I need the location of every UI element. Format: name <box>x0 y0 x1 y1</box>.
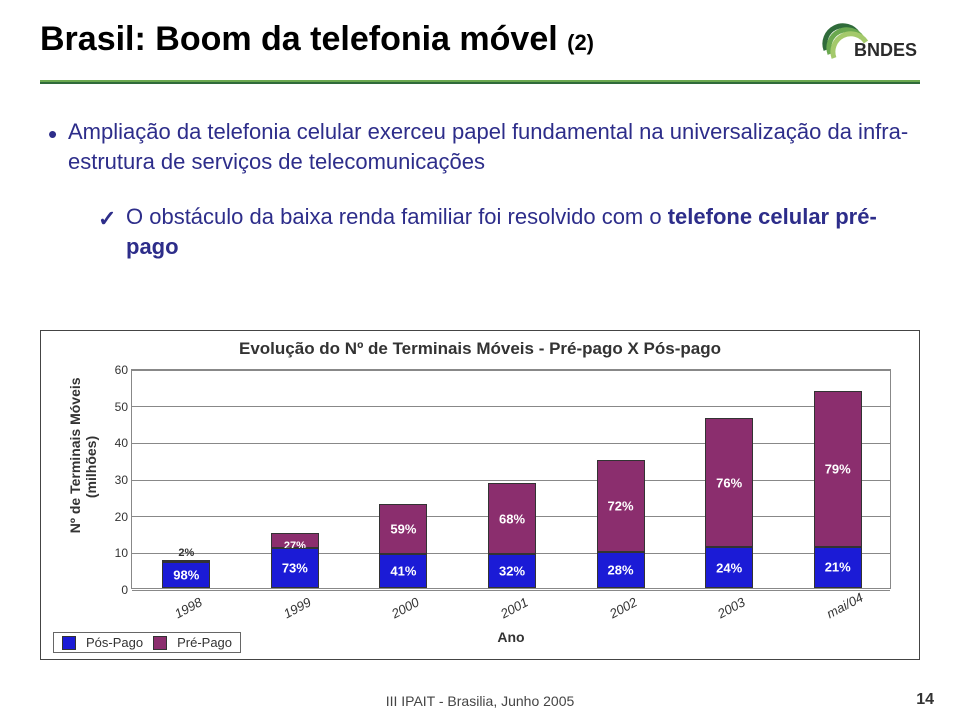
title-main: Brasil: Boom da telefonia móvel <box>40 20 567 58</box>
bar-segment-pos-label: 24% <box>716 560 742 575</box>
y-tick-label: 10 <box>102 546 128 560</box>
bar-segment-pos: 28% <box>597 552 645 588</box>
slide-title: Brasil: Boom da telefonia móvel (2) <box>40 20 594 59</box>
legend-label-pre: Pré-Pago <box>177 635 232 650</box>
title-underline <box>40 80 920 84</box>
check-icon: ✓ <box>98 204 116 234</box>
title-row: Brasil: Boom da telefonia móvel (2) BNDE… <box>40 20 920 71</box>
y-axis-label-text: Nº de Terminais Móveis (milhões) <box>67 377 99 533</box>
bar-segment-pre-label: 72% <box>608 498 634 513</box>
slide: Brasil: Boom da telefonia móvel (2) BNDE… <box>0 0 960 717</box>
y-tick-label: 30 <box>102 473 128 487</box>
bar-segment-pos-label: 28% <box>608 563 634 578</box>
sub-bullet-list: ✓ O obstáculo da baixa renda familiar fo… <box>54 202 920 261</box>
bar-segment-pos-label: 21% <box>825 560 851 575</box>
sub-bullet-1: ✓ O obstáculo da baixa renda familiar fo… <box>98 202 920 261</box>
bar-segment-pre: 68% <box>488 483 536 555</box>
logo-text: BNDES <box>854 40 917 60</box>
bar-segment-pre: 76% <box>705 418 753 547</box>
gridline <box>132 406 890 407</box>
legend-label-pos: Pós-Pago <box>86 635 143 650</box>
bar-segment-pre-label: 2% <box>178 547 194 559</box>
gridline <box>132 590 890 591</box>
x-tick-label: 2001 <box>498 594 531 621</box>
chart-legend: Pós-Pago Pré-Pago <box>53 632 241 653</box>
x-tick-label: 2000 <box>389 594 422 621</box>
bar-segment-pos: 32% <box>488 554 536 588</box>
legend-swatch-pos <box>62 636 76 650</box>
bar-segment-pre: 27% <box>271 533 319 548</box>
bndes-logo-icon: BNDES <box>820 20 920 66</box>
y-tick-label: 50 <box>102 400 128 414</box>
sub-bullet-1-prefix: O obstáculo da baixa renda familiar foi … <box>126 204 668 229</box>
x-tick-label: 1999 <box>281 594 314 621</box>
gridline <box>132 480 890 481</box>
y-tick-label: 0 <box>102 583 128 597</box>
chart-container: Evolução do Nº de Terminais Móveis - Pré… <box>40 330 920 660</box>
y-tick-label: 60 <box>102 363 128 377</box>
y-tick-label: 20 <box>102 510 128 524</box>
bar-segment-pos-label: 98% <box>173 567 199 582</box>
bar-segment-pre: 59% <box>379 504 427 554</box>
bullet-1: Ampliação da telefonia celular exerceu p… <box>54 117 920 176</box>
bar-segment-pre: 79% <box>814 391 862 547</box>
footer-text: III IPAIT - Brasilia, Junho 2005 <box>0 693 960 709</box>
bar-segment-pre: 72% <box>597 460 645 552</box>
bar-segment-pos-label: 73% <box>282 560 308 575</box>
bar-segment-pos: 21% <box>814 547 862 588</box>
x-tick-label: 1998 <box>172 594 205 621</box>
y-tick-label: 40 <box>102 436 128 450</box>
bar-segment-pos: 41% <box>379 554 427 588</box>
bullet-list: Ampliação da telefonia celular exerceu p… <box>40 117 920 262</box>
bar-segment-pre-label: 59% <box>390 521 416 536</box>
bar-segment-pre-label: 68% <box>499 511 525 526</box>
title-sub: (2) <box>567 30 594 55</box>
page-number: 14 <box>916 691 934 709</box>
x-axis-label: Ano <box>131 629 891 645</box>
legend-swatch-pre <box>153 636 167 650</box>
bar-segment-pos-label: 32% <box>499 564 525 579</box>
bar-segment-pos: 24% <box>705 547 753 588</box>
chart-title: Evolução do Nº de Terminais Móveis - Pré… <box>41 339 919 359</box>
bndes-logo: BNDES <box>820 20 920 71</box>
x-tick-label: mai/04 <box>824 590 866 622</box>
x-tick-label: 2002 <box>607 594 640 621</box>
bar-segment-pre-label: 76% <box>716 475 742 490</box>
bar-segment-pos: 73% <box>271 548 319 588</box>
x-tick-label: 2003 <box>715 594 748 621</box>
bar-segment-pos-label: 41% <box>390 563 416 578</box>
bar-segment-pre-label: 79% <box>825 461 851 476</box>
gridline <box>132 370 890 371</box>
gridline <box>132 443 890 444</box>
bar-segment-pos: 98% <box>162 562 210 588</box>
chart-plot-area: 01020304050602%98%199827%73%199959%41%20… <box>131 369 891 589</box>
